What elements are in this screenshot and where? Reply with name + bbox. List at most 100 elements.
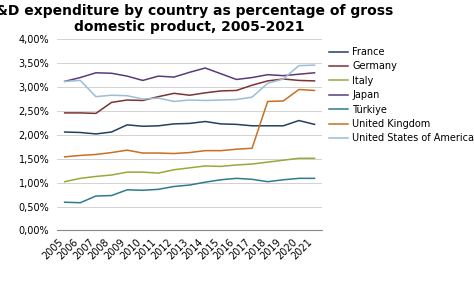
France (249, 124, 255, 128)
United Kingdom (140, 151, 146, 155)
United Kingdom (312, 89, 318, 92)
Japan (109, 72, 114, 75)
Italy (93, 175, 99, 178)
Italy (155, 171, 161, 175)
Italy (171, 168, 177, 171)
Türkiye (281, 178, 286, 182)
Japan (249, 76, 255, 79)
Türkiye (77, 201, 83, 204)
United Kingdom (281, 99, 286, 103)
France (265, 124, 271, 128)
Italy (77, 177, 83, 180)
France (93, 132, 99, 136)
Germany (62, 111, 67, 115)
Line: United States of America: United States of America (64, 65, 315, 101)
United Kingdom (218, 149, 224, 152)
Türkiye (265, 180, 271, 183)
Italy (218, 165, 224, 168)
United States of America (296, 64, 302, 67)
Japan (281, 74, 286, 77)
Italy (140, 171, 146, 174)
Türkiye (187, 183, 192, 187)
United States of America (202, 99, 208, 102)
Japan (218, 72, 224, 75)
Japan (155, 74, 161, 78)
France (296, 119, 302, 122)
Japan (187, 71, 192, 74)
Legend: France, Germany, Italy, Japan, Türkiye, United Kingdom, United States of America: France, Germany, Italy, Japan, Türkiye, … (325, 43, 474, 147)
United States of America (109, 94, 114, 97)
United States of America (155, 96, 161, 100)
Germany (218, 89, 224, 93)
Italy (109, 173, 114, 177)
Germany (171, 92, 177, 95)
United States of America (124, 94, 130, 98)
Germany (140, 99, 146, 102)
Line: France: France (64, 121, 315, 134)
France (281, 124, 286, 128)
Türkiye (202, 180, 208, 184)
Italy (265, 160, 271, 164)
United States of America (312, 64, 318, 67)
Japan (202, 66, 208, 70)
Line: Italy: Italy (64, 158, 315, 182)
Italy (202, 164, 208, 167)
United States of America (265, 81, 271, 85)
Germany (124, 98, 130, 102)
France (155, 124, 161, 128)
Germany (249, 83, 255, 87)
Line: Germany: Germany (64, 79, 315, 113)
United Kingdom (62, 155, 67, 158)
France (312, 123, 318, 126)
Germany (281, 77, 286, 81)
Türkiye (93, 194, 99, 198)
United Kingdom (234, 148, 239, 151)
Germany (187, 94, 192, 97)
United Kingdom (77, 154, 83, 157)
Japan (62, 80, 67, 83)
United Kingdom (93, 153, 99, 156)
Germany (202, 91, 208, 94)
Türkiye (312, 177, 318, 180)
Japan (296, 72, 302, 76)
France (124, 123, 130, 126)
United Kingdom (124, 148, 130, 152)
Italy (187, 166, 192, 169)
Germany (109, 101, 114, 104)
United States of America (140, 97, 146, 101)
Line: Japan: Japan (64, 68, 315, 81)
France (187, 122, 192, 125)
Japan (312, 71, 318, 74)
United Kingdom (187, 151, 192, 154)
United Kingdom (249, 147, 255, 150)
Japan (140, 79, 146, 82)
Japan (234, 78, 239, 81)
Italy (312, 157, 318, 160)
France (62, 130, 67, 134)
Türkiye (109, 194, 114, 197)
Italy (296, 157, 302, 160)
United Kingdom (265, 100, 271, 103)
United States of America (218, 98, 224, 102)
Germany (312, 79, 318, 83)
France (202, 120, 208, 123)
United States of America (187, 98, 192, 102)
Title: R&D expenditure by country as percentage of gross
domestic product, 2005-2021: R&D expenditure by country as percentage… (0, 4, 394, 34)
France (234, 123, 239, 126)
United Kingdom (155, 151, 161, 155)
Germany (77, 111, 83, 115)
Germany (234, 89, 239, 92)
United Kingdom (296, 88, 302, 91)
France (171, 122, 177, 126)
United States of America (281, 77, 286, 81)
Italy (124, 171, 130, 174)
United States of America (77, 79, 83, 82)
Japan (124, 74, 130, 78)
Germany (93, 112, 99, 115)
Germany (296, 79, 302, 82)
Türkiye (62, 201, 67, 204)
Italy (281, 158, 286, 162)
United States of America (234, 98, 239, 101)
France (218, 122, 224, 126)
Türkiye (171, 185, 177, 188)
